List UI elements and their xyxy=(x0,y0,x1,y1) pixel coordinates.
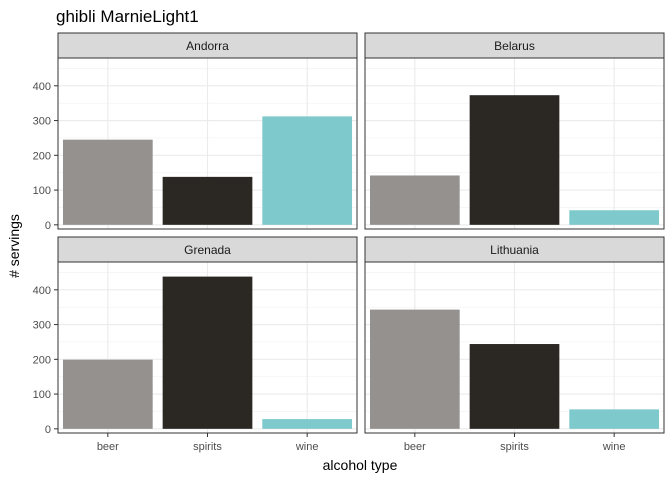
strip-grenada xyxy=(57,236,358,263)
x-tick-label-beer: beer xyxy=(97,441,119,453)
panel-grenada: Grenada 0 100 200 300 400 beer spirits wine xyxy=(33,236,358,453)
bar-belarus-wine xyxy=(569,210,660,225)
x-tick-label-spirits: spirits xyxy=(500,441,529,453)
y-tick-label: 0 xyxy=(45,424,51,436)
strip-belarus xyxy=(364,32,665,59)
x-axis-title: alcohol type xyxy=(323,457,398,473)
y-tick-label: 200 xyxy=(33,354,51,366)
bar-lithuania-wine xyxy=(569,409,660,429)
x-tick-label-wine: wine xyxy=(295,441,319,453)
bar-grenada-spirits xyxy=(162,276,253,429)
x-tick-label-spirits: spirits xyxy=(193,441,222,453)
strip-andorra xyxy=(57,32,358,59)
strip-lithuania xyxy=(364,236,665,263)
y-tick-label: 100 xyxy=(33,389,51,401)
panel-andorra: Andorra 0 100 200 300 400 xyxy=(33,32,358,232)
bar-andorra-beer xyxy=(62,139,153,225)
strip-label-belarus: Belarus xyxy=(494,39,535,53)
panel-border xyxy=(364,57,665,230)
bar-belarus-spirits xyxy=(469,95,560,225)
x-tick-label-beer: beer xyxy=(404,441,426,453)
y-tick-label: 400 xyxy=(33,285,51,297)
bar-grenada-wine xyxy=(262,419,353,429)
y-tick-label: 300 xyxy=(33,116,51,128)
x-tick-label-wine: wine xyxy=(602,441,626,453)
bar-belarus-beer xyxy=(369,175,460,225)
bar-grenada-beer xyxy=(62,359,153,429)
y-tick-label: 200 xyxy=(33,150,51,162)
bar-andorra-spirits xyxy=(162,176,253,225)
y-tick-label: 0 xyxy=(45,220,51,232)
strip-label-andorra: Andorra xyxy=(186,39,229,53)
strip-label-grenada: Grenada xyxy=(184,243,231,257)
bar-lithuania-spirits xyxy=(469,344,560,429)
panel-belarus: Belarus xyxy=(364,32,665,230)
y-tick-label: 400 xyxy=(33,81,51,93)
panel-lithuania: Lithuania beer spirits wine xyxy=(364,236,665,453)
y-tick-label: 300 xyxy=(33,320,51,332)
bar-lithuania-beer xyxy=(369,309,460,429)
bar-andorra-wine xyxy=(262,116,353,225)
y-tick-label: 100 xyxy=(33,185,51,197)
strip-label-lithuania: Lithuania xyxy=(490,243,539,257)
facet-panels: Andorra 0 100 200 300 400 Belarus Grenada 0 100 20… xyxy=(33,32,665,453)
y-axis-title: # servings xyxy=(6,214,22,278)
chart-title: ghibli MarnieLight1 xyxy=(56,7,199,26)
panel-border xyxy=(57,57,358,230)
